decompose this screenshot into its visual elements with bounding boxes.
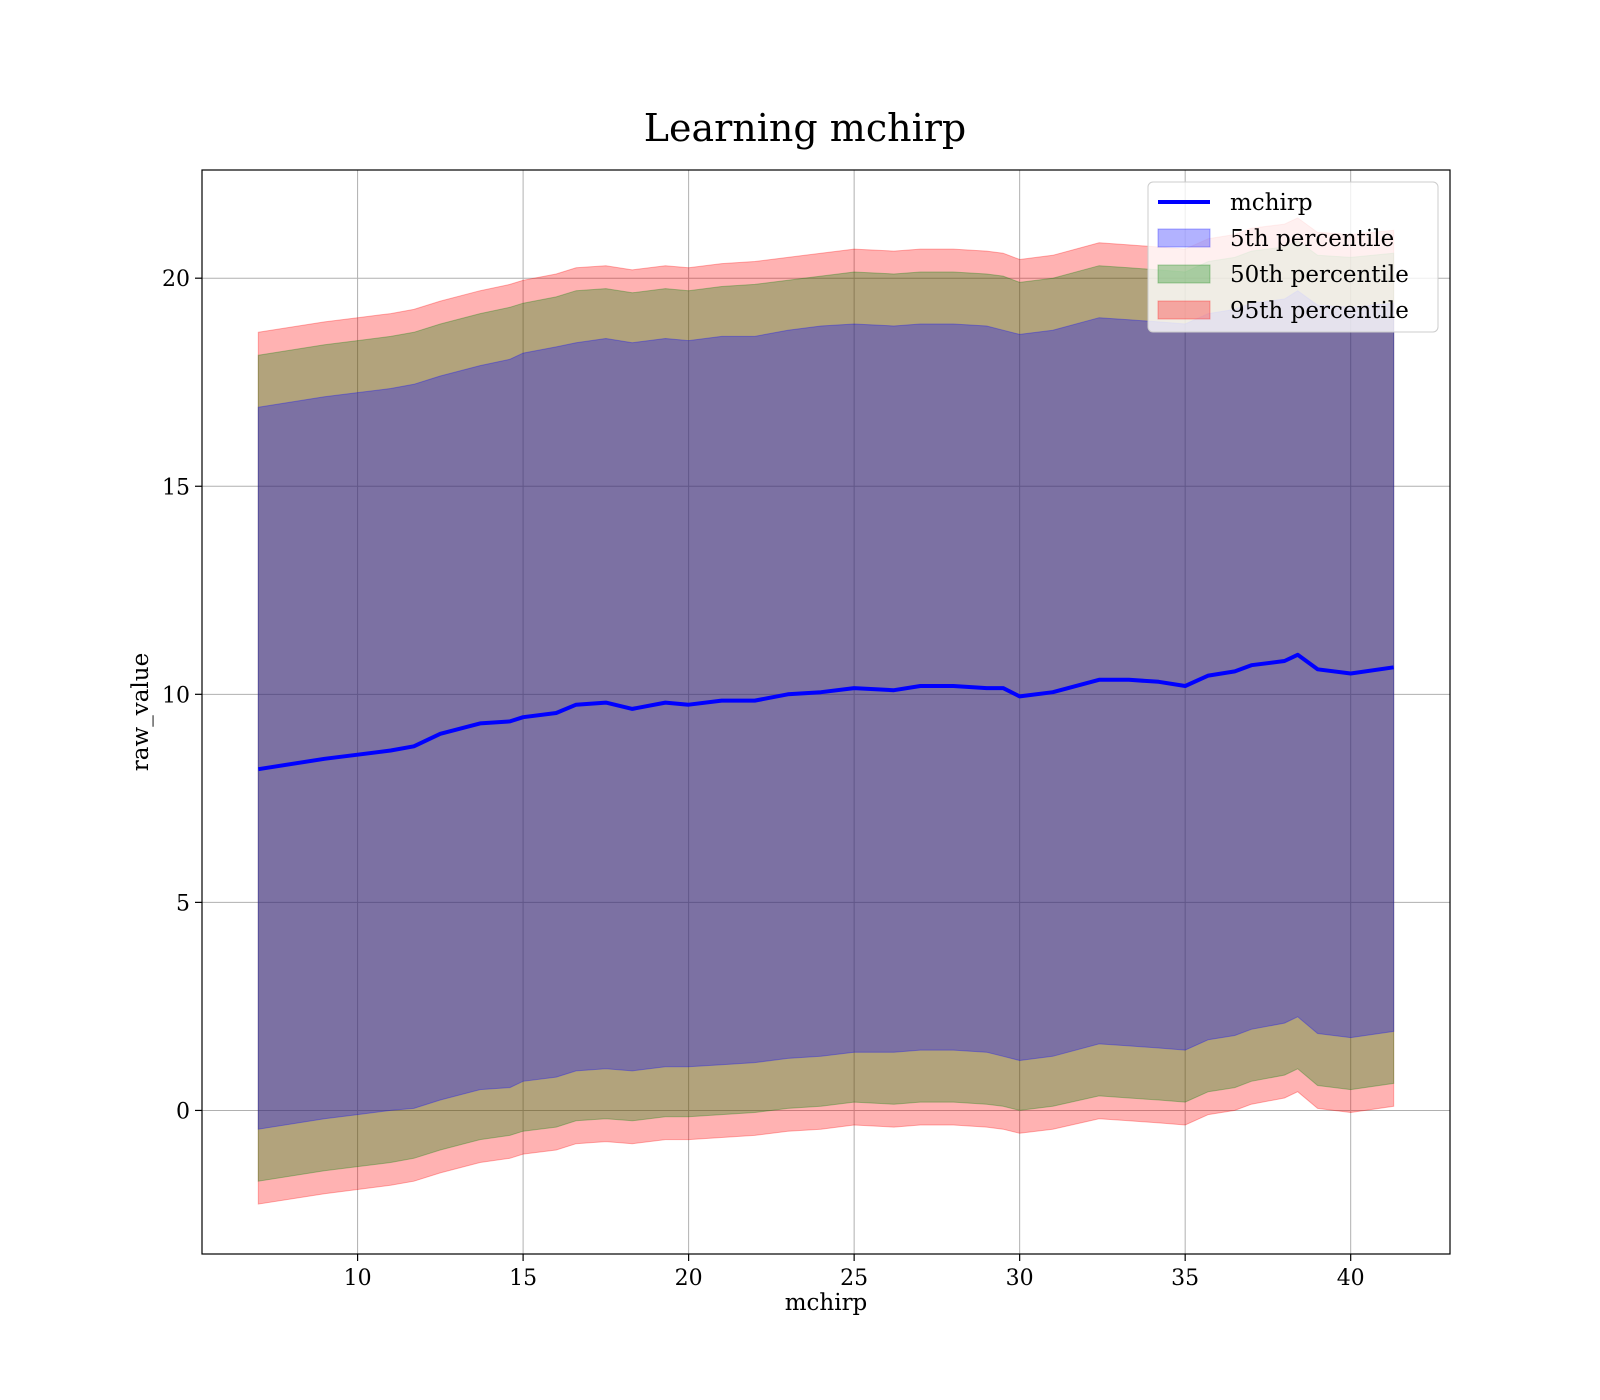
x-tick-label: 10: [344, 1266, 372, 1291]
band-50th-percentile: [257, 240, 1395, 1182]
legend-label: 95th percentile: [1230, 298, 1409, 324]
series-line-mchirp: [257, 652, 1394, 772]
legend: mchirp 5th percentile 50th percentile 95th …: [1147, 181, 1439, 333]
y-tick-label: 20: [162, 267, 190, 292]
x-tick-label: 40: [1337, 1266, 1365, 1291]
x-tick-label: 25: [840, 1266, 868, 1291]
legend-swatch: [1157, 300, 1211, 320]
legend-label: 5th percentile: [1230, 226, 1394, 252]
x-axis: 10 15 20 25 30 35 40: [344, 1254, 1365, 1291]
x-axis-label: mchirp: [785, 1290, 868, 1316]
x-tick-label: 20: [675, 1266, 703, 1291]
chart-title: Learning mchirp: [644, 106, 966, 150]
y-tick-label: 0: [176, 1099, 190, 1124]
y-tick-label: 10: [162, 683, 190, 708]
y-axis-label: raw_value: [128, 653, 154, 771]
y-tick-label: 15: [162, 475, 190, 500]
plot-background: [202, 170, 1450, 1254]
percentile-bands: [257, 217, 1395, 1205]
x-tick-label: 30: [1006, 1266, 1034, 1291]
legend-label: 50th percentile: [1230, 262, 1409, 288]
band-5th-percentile: [257, 290, 1395, 1130]
y-tick-label: 5: [176, 891, 190, 916]
plot-frame: [201, 169, 1451, 1255]
series-lines: [257, 652, 1394, 772]
legend-box: [1147, 181, 1439, 333]
legend-label: mchirp: [1230, 190, 1313, 216]
plot-area: 10 15 20 25 30 35 40 0 5 10 15 20: [162, 169, 1451, 1291]
grid: [202, 170, 1450, 1254]
band-95th-percentile: [257, 217, 1395, 1205]
legend-swatch: [1157, 228, 1211, 248]
legend-swatch: [1157, 264, 1211, 284]
y-axis: 0 5 10 15 20: [162, 267, 202, 1124]
x-tick-label: 15: [509, 1266, 537, 1291]
x-tick-label: 35: [1171, 1266, 1199, 1291]
